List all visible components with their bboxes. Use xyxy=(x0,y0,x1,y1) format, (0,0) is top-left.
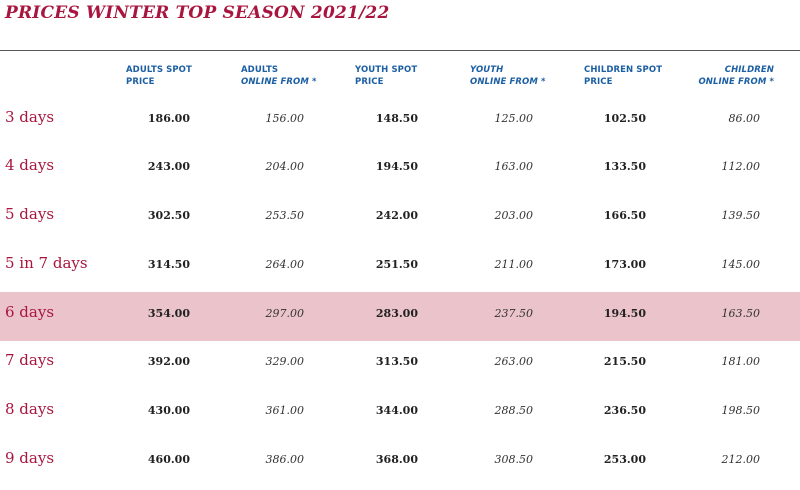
divider xyxy=(0,50,800,51)
price-cell: 194.50 xyxy=(375,160,418,173)
price-cell: 253.00 xyxy=(603,453,646,466)
table-row: 8 days 430.00 361.00 344.00 288.50 236.50 198.… xyxy=(0,389,800,438)
price-cell: 263.00 xyxy=(494,355,534,368)
price-cell: 460.00 xyxy=(147,453,190,466)
column-header-adults-spot-price: ADULTS SPOT PRICE xyxy=(126,64,192,88)
price-cell: 211.00 xyxy=(494,258,534,271)
row-label: 9 days xyxy=(5,449,55,467)
price-cell: 194.50 xyxy=(603,307,646,320)
row-label: 6 days xyxy=(5,303,55,321)
price-cell: 386.00 xyxy=(265,453,305,466)
price-cell: 86.00 xyxy=(728,112,761,125)
price-cell: 253.50 xyxy=(265,209,305,222)
price-cell: 344.00 xyxy=(375,404,418,417)
column-header-line: CHILDREN SPOT xyxy=(584,65,663,75)
price-cell: 215.50 xyxy=(603,355,646,368)
price-cell: 102.50 xyxy=(603,112,646,125)
price-cell: 181.00 xyxy=(721,355,761,368)
column-header-line: PRICE xyxy=(355,77,384,87)
column-header-line: PRICE xyxy=(584,77,613,87)
column-header-line: ONLINE FROM * xyxy=(241,77,317,87)
price-cell: 212.00 xyxy=(721,453,761,466)
table-row: 5 in 7 days 314.50 264.00 251.50 211.00 173.0… xyxy=(0,243,800,292)
column-header-line: ONLINE FROM * xyxy=(470,77,546,87)
price-cell: 237.50 xyxy=(494,307,534,320)
column-header-line: ONLINE FROM * xyxy=(698,77,774,87)
price-cell: 302.50 xyxy=(147,209,190,222)
row-label: 5 in 7 days xyxy=(5,254,88,272)
price-cell: 329.00 xyxy=(265,355,305,368)
price-cell: 148.50 xyxy=(375,112,418,125)
column-header-line: YOUTH SPOT xyxy=(355,65,418,75)
row-label: 7 days xyxy=(5,351,55,369)
column-header-adults-online-from: ADULTS ONLINE FROM * xyxy=(241,64,317,88)
price-cell: 156.00 xyxy=(265,112,305,125)
page-title: PRICES WINTER TOP SEASON 2021/22 xyxy=(5,3,390,23)
price-cell: 251.50 xyxy=(375,258,418,271)
price-cell: 243.00 xyxy=(147,160,190,173)
price-cell: 236.50 xyxy=(603,404,646,417)
price-cell: 242.00 xyxy=(375,209,418,222)
table-row: 4 days 243.00 204.00 194.50 163.00 133.50 112.… xyxy=(0,145,800,194)
column-header-youth-spot-price: YOUTH SPOT PRICE xyxy=(355,64,417,88)
price-cell: 308.50 xyxy=(494,453,534,466)
price-cell: 283.00 xyxy=(375,307,418,320)
column-header-line: CHILDREN xyxy=(724,65,774,75)
column-header-children-online-from: CHILDREN ONLINE FROM * xyxy=(698,64,774,88)
price-cell: 198.50 xyxy=(721,404,761,417)
column-header-line: YOUTH xyxy=(470,65,504,75)
table-row: 9 days 460.00 386.00 368.00 308.50 253.00 212.… xyxy=(0,438,800,487)
price-cell: 313.50 xyxy=(375,355,418,368)
price-cell: 297.00 xyxy=(265,307,305,320)
column-header-line: ADULTS xyxy=(241,65,279,75)
price-cell: 133.50 xyxy=(603,160,646,173)
price-cell: 163.50 xyxy=(721,307,761,320)
table-row: 7 days 392.00 329.00 313.50 263.00 215.50 181.… xyxy=(0,340,800,389)
price-cell: 204.00 xyxy=(265,160,305,173)
price-cell: 354.00 xyxy=(147,307,190,320)
column-header-children-spot-price: CHILDREN SPOT PRICE xyxy=(584,64,662,88)
price-cell: 288.50 xyxy=(494,404,534,417)
column-header-line: ADULTS SPOT xyxy=(126,65,192,75)
price-cell: 314.50 xyxy=(147,258,190,271)
price-cell: 361.00 xyxy=(265,404,305,417)
price-cell: 112.00 xyxy=(721,160,761,173)
price-cell: 368.00 xyxy=(375,453,418,466)
price-cell: 166.50 xyxy=(603,209,646,222)
price-cell: 392.00 xyxy=(147,355,190,368)
price-cell: 203.00 xyxy=(494,209,534,222)
price-cell: 163.00 xyxy=(494,160,534,173)
row-label: 3 days xyxy=(5,108,55,126)
table-row: 5 days 302.50 253.50 242.00 203.00 166.50 139.… xyxy=(0,194,800,243)
table-row: 3 days 186.00 156.00 148.50 125.00 102.50 86.0… xyxy=(0,97,800,146)
column-header-line: PRICE xyxy=(126,77,155,87)
row-label: 5 days xyxy=(5,205,55,223)
column-header-youth-online-from: YOUTH ONLINE FROM * xyxy=(470,64,546,88)
row-label: 8 days xyxy=(5,400,55,418)
table-row: 6 days 354.00 297.00 283.00 237.50 194.50 163.… xyxy=(0,292,800,341)
price-cell: 173.00 xyxy=(603,258,646,271)
price-cell: 125.00 xyxy=(494,112,534,125)
price-cell: 139.50 xyxy=(721,209,761,222)
row-label: 4 days xyxy=(5,156,55,174)
price-cell: 186.00 xyxy=(147,112,190,125)
price-cell: 430.00 xyxy=(147,404,190,417)
price-cell: 264.00 xyxy=(265,258,305,271)
price-cell: 145.00 xyxy=(721,258,761,271)
